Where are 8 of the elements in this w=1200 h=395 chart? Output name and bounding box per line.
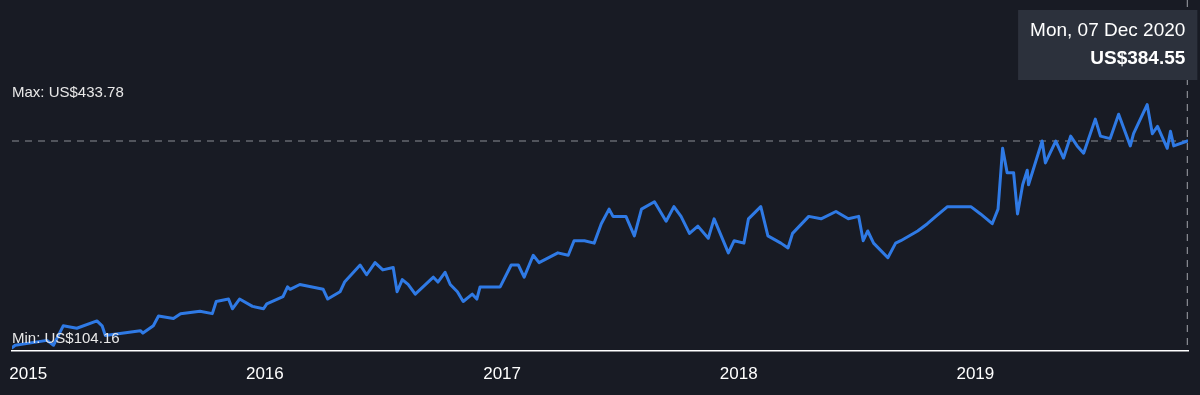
x-tick-label: 2018 (719, 364, 758, 384)
x-tick-label: 2016 (245, 364, 284, 384)
x-tick-label: 2015 (9, 364, 48, 384)
x-tick-label: 2019 (956, 364, 995, 384)
text: US$384.55 (1090, 47, 1186, 69)
text: Max: US$433.78 (12, 83, 124, 101)
text: Mon, 07 Dec 2020 (1030, 19, 1186, 41)
x-tick-label: 2017 (483, 364, 522, 384)
